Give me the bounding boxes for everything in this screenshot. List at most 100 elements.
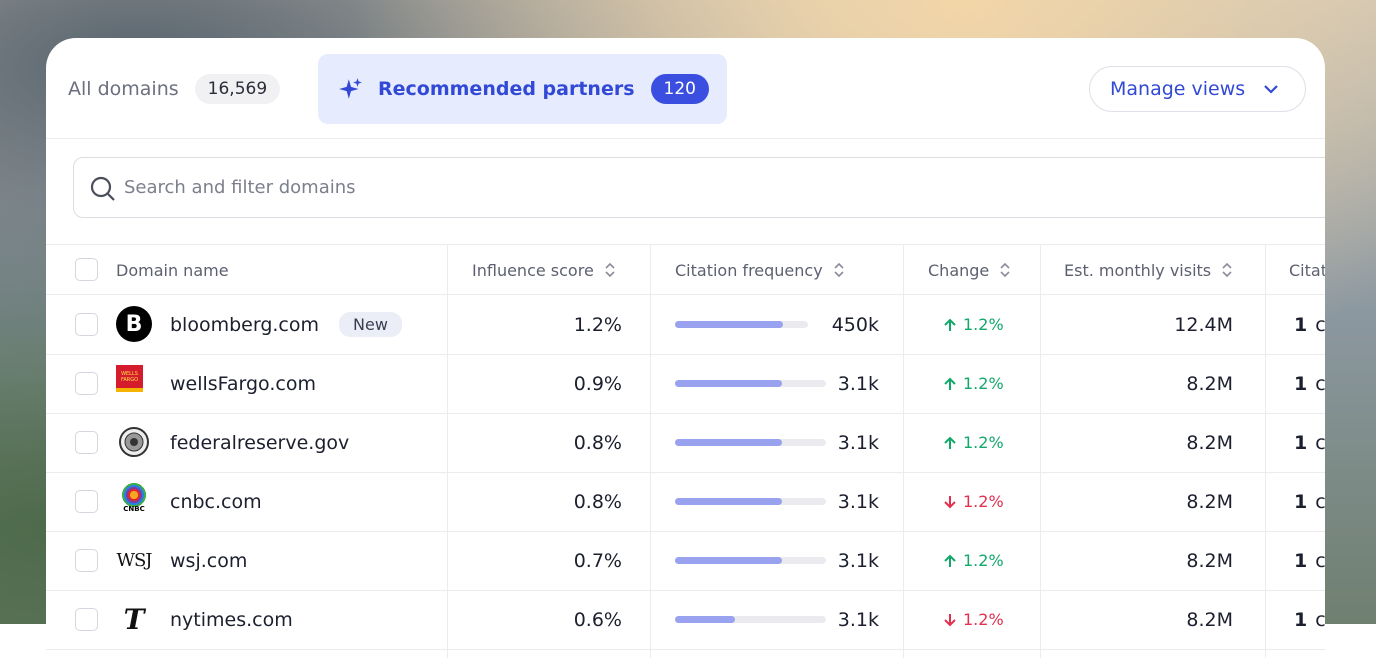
checkbox[interactable] bbox=[75, 372, 98, 395]
citations-unit: citation bbox=[1315, 432, 1325, 454]
citations-cell: 1 citation bbox=[1294, 472, 1325, 531]
button-label: Manage views bbox=[1110, 78, 1245, 100]
citation-frequency: 3.1k bbox=[650, 354, 879, 413]
domain-logo: WSJ bbox=[116, 542, 152, 578]
domain-cell: nytimes.com bbox=[170, 590, 293, 649]
influence-score: 0.8% bbox=[447, 413, 622, 472]
domain-name[interactable]: cnbc.com bbox=[170, 491, 262, 513]
domains-panel: All domains 16,569 Recommended partners … bbox=[46, 38, 1325, 658]
sort-icon bbox=[1221, 262, 1233, 278]
table-row[interactable]: federalreserve.gov 0.8% 3.1k 1.2% 8.2M 1 citat… bbox=[46, 413, 1325, 472]
domain-logo bbox=[116, 424, 152, 460]
citations-unit: citation bbox=[1315, 491, 1325, 513]
sort-icon bbox=[833, 262, 845, 278]
domain-cell: bloomberg.com New bbox=[170, 295, 402, 354]
header-label: Citations bbox=[1289, 261, 1325, 280]
influence-score: 0.6% bbox=[447, 590, 622, 649]
page: All domains 16,569 Recommended partners … bbox=[0, 0, 1376, 624]
domain-name[interactable]: federalreserve.gov bbox=[170, 432, 349, 454]
change-cell: 1.2% bbox=[943, 295, 1004, 354]
change-value: 1.2% bbox=[963, 374, 1004, 393]
arrow-down-icon bbox=[943, 612, 957, 628]
search-placeholder: Search and filter domains bbox=[124, 177, 356, 198]
monthly-visits: 12.4M bbox=[1040, 295, 1233, 354]
monthly-visits: 8.2M bbox=[1040, 531, 1233, 590]
domain-cell: wsj.com bbox=[170, 531, 247, 590]
change-value: 1.2% bbox=[963, 492, 1004, 511]
influence-score: 0.8% bbox=[447, 472, 622, 531]
divider bbox=[46, 138, 1325, 139]
checkbox[interactable] bbox=[75, 608, 98, 631]
column-header[interactable]: Citations bbox=[1289, 245, 1325, 295]
monthly-visits: 8.2M bbox=[1040, 413, 1233, 472]
change-cell: 1.2% bbox=[943, 413, 1004, 472]
citation-frequency: 3.1k bbox=[650, 590, 879, 649]
column-header[interactable]: Citation frequency bbox=[675, 245, 845, 295]
column-header[interactable]: Est. monthly visits bbox=[1064, 245, 1233, 295]
manage-views-button[interactable]: Manage views bbox=[1089, 66, 1306, 112]
influence-score: 1.2% bbox=[447, 295, 622, 354]
domain-logo: WELLS FARGO bbox=[116, 365, 143, 392]
header-label: Citation frequency bbox=[675, 261, 823, 280]
column-header: Domain name bbox=[116, 245, 229, 295]
checkbox[interactable] bbox=[75, 313, 98, 336]
citations-unit: citation bbox=[1315, 550, 1325, 572]
domain-cell: cnbc.com bbox=[170, 472, 262, 531]
change-value: 1.2% bbox=[963, 433, 1004, 452]
table-row[interactable]: CNBC cnbc.com 0.8% 3.1k 1.2% 8.2M 1 citation bbox=[46, 472, 1325, 531]
tab-label: All domains bbox=[68, 78, 179, 100]
tab[interactable]: All domains 16,569 bbox=[68, 54, 280, 124]
tab-count: 120 bbox=[651, 74, 709, 104]
arrow-up-icon bbox=[943, 553, 957, 569]
domain-name[interactable]: nytimes.com bbox=[170, 609, 293, 631]
column-header[interactable]: Change bbox=[928, 245, 1011, 295]
citations-count: 1 bbox=[1294, 491, 1307, 513]
change-cell: 1.2% bbox=[943, 472, 1004, 531]
arrow-up-icon bbox=[943, 376, 957, 392]
header-label: Domain name bbox=[116, 261, 229, 280]
citations-unit: citation bbox=[1315, 609, 1325, 631]
domain-logo: CNBC bbox=[116, 483, 152, 513]
checkbox[interactable] bbox=[75, 431, 98, 454]
citation-frequency: 3.1k bbox=[650, 472, 879, 531]
checkbox[interactable] bbox=[75, 258, 98, 281]
influence-score: 0.9% bbox=[447, 354, 622, 413]
influence-score: 0.7% bbox=[447, 531, 622, 590]
domain-logo: B bbox=[116, 306, 152, 342]
citations-count: 1 bbox=[1294, 432, 1307, 454]
domain-name[interactable]: wsj.com bbox=[170, 550, 247, 572]
sort-icon bbox=[604, 262, 616, 278]
arrow-up-icon bbox=[943, 435, 957, 451]
citation-frequency: 3.1k bbox=[650, 413, 879, 472]
header-label: Change bbox=[928, 261, 989, 280]
tab-label: Recommended partners bbox=[378, 78, 635, 100]
citations-count: 1 bbox=[1294, 373, 1307, 395]
checkbox[interactable] bbox=[75, 490, 98, 513]
search-input[interactable]: Search and filter domains bbox=[73, 157, 1325, 218]
change-cell: 1.2% bbox=[943, 590, 1004, 649]
sparkle-icon bbox=[338, 76, 364, 102]
monthly-visits: 8.2M bbox=[1040, 472, 1233, 531]
citation-frequency: 3.1k bbox=[650, 531, 879, 590]
citations-count: 1 bbox=[1294, 314, 1307, 336]
column-header[interactable]: Influence score bbox=[472, 245, 616, 295]
citations-cell: 1citation bbox=[1294, 295, 1325, 354]
arrow-up-icon bbox=[943, 317, 957, 333]
change-value: 1.2% bbox=[963, 551, 1004, 570]
citation-frequency: 450k bbox=[650, 295, 879, 354]
change-value: 1.2% bbox=[963, 610, 1004, 629]
checkbox[interactable] bbox=[75, 549, 98, 572]
domain-cell: federalreserve.gov bbox=[170, 413, 349, 472]
tab[interactable]: Recommended partners 120 bbox=[318, 54, 727, 124]
row-divider bbox=[46, 649, 1325, 650]
arrow-down-icon bbox=[943, 494, 957, 510]
citations-count: 1 bbox=[1294, 609, 1307, 631]
citations-unit: citation bbox=[1315, 373, 1325, 395]
domain-name[interactable]: wellsFargo.com bbox=[170, 373, 316, 395]
new-badge: New bbox=[339, 312, 402, 337]
domain-name[interactable]: bloomberg.com bbox=[170, 314, 319, 336]
